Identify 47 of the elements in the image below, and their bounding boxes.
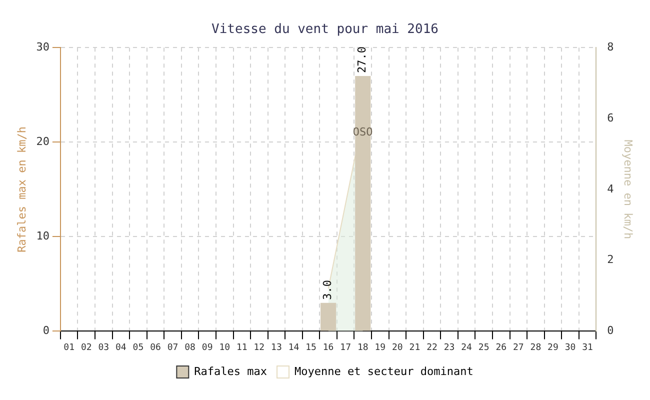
x-tick-label: 20	[392, 342, 403, 353]
x-tick-label: 11	[236, 342, 248, 353]
x-tick-label: 25	[478, 342, 490, 353]
y2-tick-label: 6	[607, 111, 614, 124]
y-tick-label: 0	[42, 324, 50, 338]
x-tick-label: 29	[548, 342, 558, 353]
x-tick-label: 17	[340, 342, 352, 353]
y-tick-label: 20	[36, 134, 50, 148]
data-label: 27.0	[356, 46, 369, 73]
x-tick-label: 15	[306, 342, 316, 353]
y2-tick-label: 8	[607, 40, 614, 54]
x-tick-label: 30	[564, 342, 576, 353]
x-tick-label: 24	[461, 342, 472, 353]
x-tick-label: 21	[409, 342, 420, 353]
y2-axis-title: Moyenne en km/h	[622, 140, 635, 240]
data-label: 3.0	[321, 280, 334, 300]
x-tick-label: 08	[184, 342, 196, 353]
x-tick-label: 07	[167, 342, 178, 353]
x-tick-label: 31	[582, 342, 593, 353]
x-tick-label: 22	[426, 342, 438, 353]
x-tick-label: 27	[512, 342, 524, 353]
y-axis-title: Rafales max en km/h	[15, 126, 28, 252]
legend-label: Rafales max	[194, 364, 268, 378]
x-tick-label: 19	[374, 342, 386, 353]
y2-tick-label: 0	[607, 324, 614, 338]
legend-label: Moyenne et secteur dominant	[294, 364, 474, 378]
x-tick-label: 06	[150, 342, 161, 353]
y-tick-label: 10	[36, 230, 50, 243]
x-tick-label: 09	[202, 342, 213, 353]
x-tick-label: 26	[496, 342, 507, 353]
x-tick-label: 28	[530, 342, 542, 353]
x-tick-label: 16	[322, 342, 334, 353]
y-tick-label: 30	[36, 40, 50, 54]
chart-title: Vitesse du vent pour mai 2016	[212, 22, 438, 38]
x-tick-label: 02	[80, 342, 92, 353]
x-tick-label: 10	[219, 342, 230, 353]
x-tick-label: 05	[132, 342, 144, 353]
x-tick-label: 04	[116, 342, 126, 353]
x-tick-label: 12	[254, 342, 265, 353]
y2-tick-label: 4	[607, 182, 614, 196]
x-tick-label: 13	[271, 342, 282, 353]
x-tick-label: 18	[357, 342, 368, 353]
x-tick-label: 03	[98, 342, 110, 353]
y2-tick-label: 2	[607, 253, 614, 266]
x-tick-label: 14	[288, 342, 300, 353]
x-tick-label: 01	[64, 342, 75, 353]
x-tick-label: 23	[444, 342, 455, 353]
